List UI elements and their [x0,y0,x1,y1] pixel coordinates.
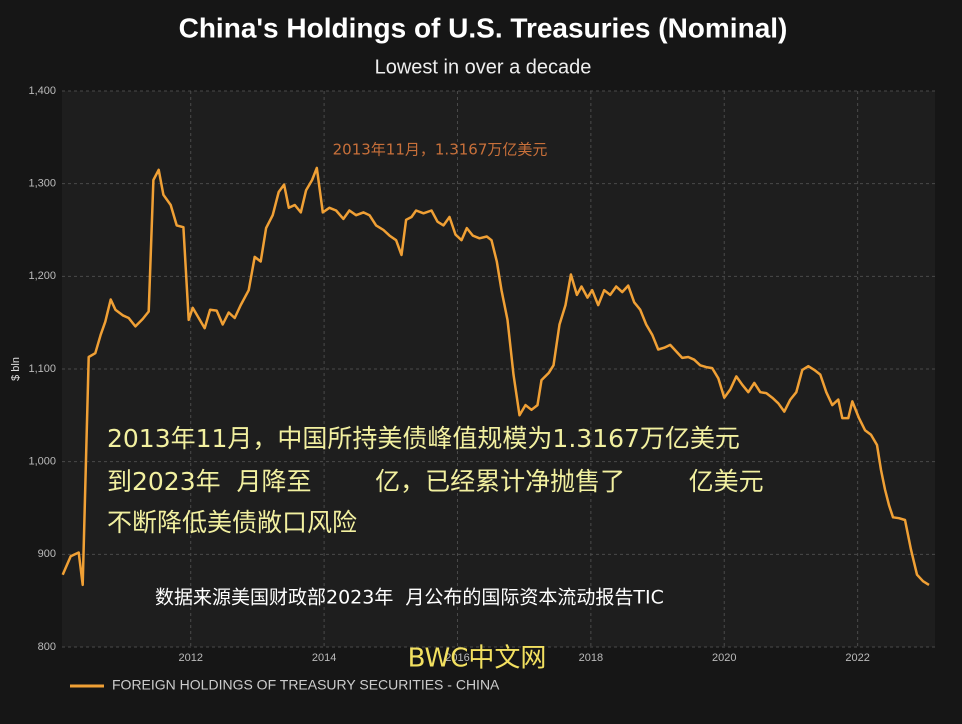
x-tick-label: 2022 [845,652,869,664]
source-text: 数据来源美国财政部2023年 月公布的国际资本流动报告TIC [155,587,664,609]
annotation: 2013年11月，1.3167万亿美元 [333,141,548,159]
y-tick-label: 1,100 [28,363,56,375]
chart-subtitle: Lowest in over a decade [375,56,592,78]
y-tick-label: 1,300 [28,178,56,190]
x-tick-label: 2012 [178,652,202,664]
y-tick-label: 1,400 [28,85,56,97]
x-tick-label: 2018 [579,652,603,664]
overlay-text: 2013年11月，中国所持美债峰值规模为1.3167万亿美元 [107,424,740,453]
data-line [61,166,930,587]
y-tick-label: 1,000 [28,456,56,468]
x-tick-label: 2014 [312,652,336,664]
chart-title: China's Holdings of U.S. Treasuries (Nom… [179,12,788,43]
overlay-text: 到2023年 月降至 亿，已经累计净抛售了 亿美元 [107,467,764,496]
y-tick-label: 1,200 [28,270,56,282]
overlay-text: 不断降低美债敞口风险 [107,508,357,537]
x-tick-label: 2016 [445,652,469,664]
y-tick-label: 900 [38,548,56,560]
legend-label: FOREIGN HOLDINGS OF TREASURY SECURITIES … [112,677,500,693]
y-axis-label: $ bln [10,357,22,381]
y-tick-label: 800 [38,641,56,653]
watermark: BWC中文网 [408,644,547,674]
x-tick-label: 2020 [712,652,736,664]
